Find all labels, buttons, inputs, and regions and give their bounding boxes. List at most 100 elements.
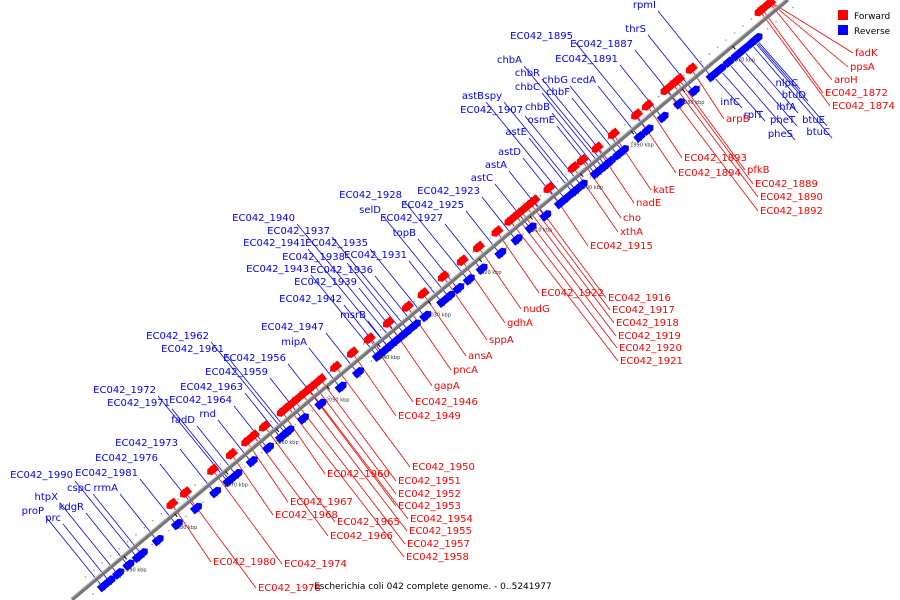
kbp-tick-label: 2030 kbp: [427, 313, 451, 319]
kbp-tick-mark: [428, 300, 432, 305]
reverse-leader-line: [179, 448, 218, 497]
backbone-dot: [742, 25, 744, 27]
backbone-dot: [624, 124, 626, 126]
reverse-gene-arrow: [419, 310, 432, 323]
forward-leader-line: [512, 211, 618, 349]
reverse-leader-line: [296, 223, 398, 347]
backbone-dot: [631, 141, 634, 143]
reverse-gene-label: EC042_1940: [232, 213, 295, 224]
forward-leader-line: [261, 422, 336, 523]
reverse-leader-line: [325, 332, 361, 377]
forward-gene-arrow: [401, 300, 415, 312]
backbone-dot: [522, 232, 524, 235]
reverse-gene-label: msrB: [340, 310, 366, 321]
backbone-dot: [556, 180, 559, 183]
forward-leader-line: [766, 0, 833, 81]
backbone-dot: [109, 555, 112, 557]
backbone-dot: [783, 13, 786, 16]
gene-features: [96, 0, 777, 593]
reverse-gene-arrow: [122, 559, 135, 572]
reverse-gene-arrow: [494, 247, 507, 260]
forward-gene-arrow: [568, 160, 581, 173]
forward-gene-label: EC042_1951: [398, 476, 461, 487]
reverse-gene-label: chbG: [542, 75, 568, 86]
reverse-gene-label: rnd: [199, 409, 216, 420]
reverse-gene-label: EC042_1947: [261, 322, 324, 333]
forward-gene-arrow: [180, 486, 193, 498]
forward-leader-line: [669, 80, 759, 198]
forward-gene-label: EC042_1960: [327, 469, 390, 480]
reverse-leader-line: [139, 478, 180, 529]
reverse-gene-label: EC042_1963: [180, 382, 243, 393]
reverse-gene-label: astE: [505, 127, 527, 138]
reverse-leader-line: [753, 46, 833, 139]
backbone-dot: [733, 32, 736, 34]
reverse-leader-line: [494, 183, 534, 233]
forward-gene-label: EC042_1946: [415, 397, 478, 408]
forward-gene-label: ppsA: [850, 62, 875, 73]
backbone-dot: [430, 286, 432, 289]
forward-leader-line: [688, 64, 725, 120]
backbone-dot: [775, 21, 777, 23]
backbone-dot: [463, 282, 465, 285]
backbone-dot: [683, 74, 685, 77]
forward-gene-label: aroH: [834, 75, 858, 86]
backbone-dot: [236, 449, 238, 451]
forward-gene-label: katE: [653, 185, 675, 196]
reverse-gene-arrow: [510, 234, 523, 246]
reverse-gene-label: rpmI: [633, 0, 656, 11]
reverse-gene-arrow: [334, 381, 347, 394]
reverse-gene-label: btuC: [806, 127, 830, 138]
forward-gene-arrow: [631, 108, 644, 120]
reverse-gene-label: EC042_1981: [75, 468, 138, 479]
reverse-gene-label: pheT: [770, 115, 796, 126]
backbone-dot: [160, 512, 163, 515]
reverse-leader-line: [597, 85, 643, 142]
forward-leader-line: [168, 500, 212, 563]
forward-leader-line: [673, 77, 754, 185]
reverse-leader-line: [715, 78, 743, 109]
backbone-dot: [657, 95, 660, 98]
reverse-leader-line: [574, 41, 651, 135]
reverse-gene-label: astC: [471, 173, 493, 184]
reverse-gene-label: EC042_1895: [510, 31, 573, 42]
reverse-leader-line: [730, 65, 796, 141]
reverse-gene-label: EC042_1891: [555, 54, 618, 65]
forward-leader-line: [332, 362, 411, 468]
backbone-dot: [716, 46, 719, 48]
legend-reverse-label: Reverse: [854, 27, 891, 37]
backbone-dot: [455, 265, 458, 268]
reverse-gene-labels: rpmIthrSEC042_1895EC042_1887EC042_1891ch…: [10, 0, 830, 524]
forward-gene-arrow: [543, 181, 556, 194]
forward-gene-label: EC042_1957: [407, 539, 470, 550]
reverse-gene-arrow: [589, 167, 602, 180]
kbp-tick-label: 1970 kbp: [732, 58, 756, 64]
backbone-dot: [135, 533, 137, 536]
reverse-leader-line: [738, 59, 798, 127]
reverse-gene-label: ihfA: [777, 102, 797, 113]
backbone-dot: [699, 84, 701, 87]
reverse-leader-line: [308, 347, 344, 392]
reverse-leader-line: [556, 125, 599, 178]
backbone-dot: [379, 329, 382, 331]
kbp-tick-mark: [529, 215, 533, 220]
backbone-dot: [472, 251, 475, 253]
forward-gene-label: pfkB: [747, 165, 770, 176]
backbone-dot: [202, 477, 205, 479]
genome-backbone-highlight: [70, 0, 786, 599]
backbone-dot: [101, 562, 103, 564]
backbone-dot: [488, 261, 491, 263]
reverse-gene-arrow: [567, 186, 580, 199]
reverse-leader-line: [62, 523, 113, 586]
reverse-gene-arrow: [393, 332, 406, 344]
forward-gene-arrow: [282, 400, 295, 413]
forward-gene-arrow: [685, 62, 698, 74]
reverse-leader-line: [444, 223, 485, 274]
reverse-gene-arrow: [612, 148, 625, 161]
reverse-leader-line: [758, 42, 801, 90]
forward-gene-arrow: [363, 332, 376, 344]
reverse-gene-label: astB: [462, 91, 484, 102]
reverse-gene-label: EC042_1961: [161, 344, 224, 355]
reverse-gene-label: htpX: [35, 492, 59, 503]
reverse-gene-label: astD: [498, 147, 521, 158]
